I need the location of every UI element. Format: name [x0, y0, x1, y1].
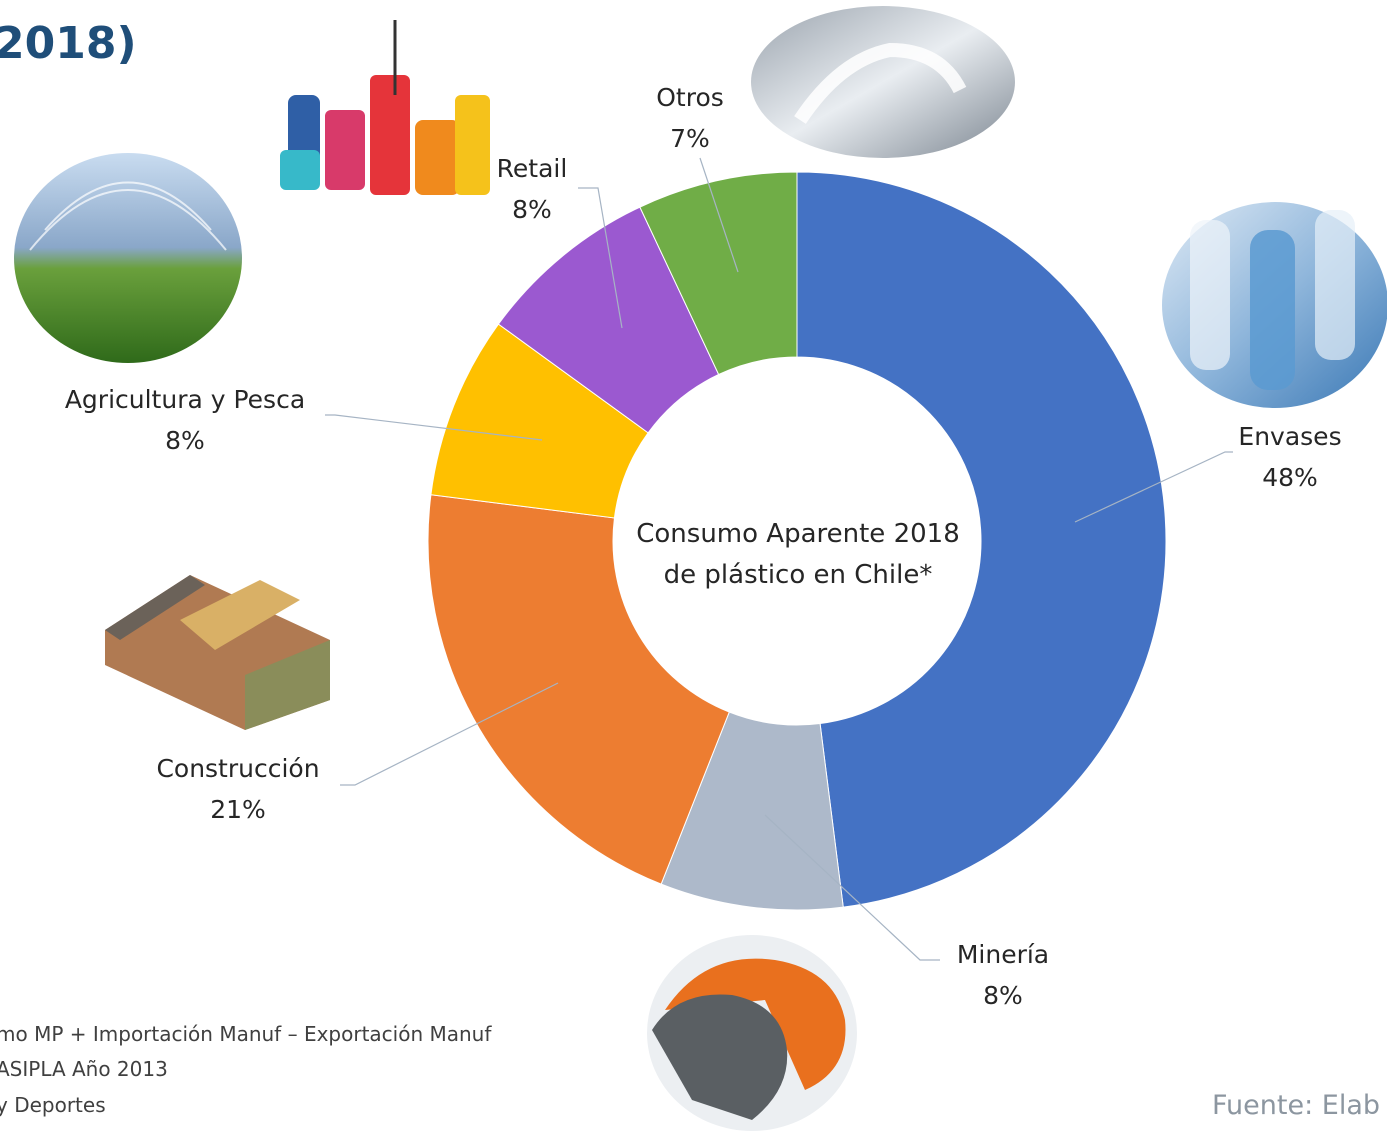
- slice-value-label: 21%: [210, 795, 266, 824]
- leader-lines: [325, 157, 1233, 961]
- center-label-line-2: de plástico en Chile*: [664, 560, 933, 590]
- slice-category-label: Retail: [497, 154, 568, 183]
- leader-line: [340, 682, 559, 786]
- footnote-3: y Deportes: [0, 1093, 106, 1117]
- slice-otros: [639, 171, 798, 376]
- greenhouse-photo: [14, 153, 242, 363]
- leader-line: [764, 814, 940, 961]
- leader-line: [699, 157, 739, 273]
- leader-line: [578, 187, 623, 329]
- slice-value-label: 8%: [512, 195, 552, 224]
- slice-category-label: Agricultura y Pesca: [65, 385, 305, 414]
- footnote-1: mo MP + Importación Manuf – Exportación …: [0, 1022, 492, 1046]
- slice-category-label: Envases: [1238, 422, 1341, 451]
- slice-value-label: 48%: [1262, 463, 1318, 492]
- leader-line: [1074, 451, 1233, 523]
- leader-line: [325, 414, 543, 441]
- source-note: Fuente: Elab: [1212, 1090, 1381, 1121]
- slice-value-label: 8%: [165, 426, 205, 455]
- slice-category-label: Minería: [957, 940, 1049, 969]
- medical-plastics-photo: [751, 6, 1015, 158]
- slice-category-label: Otros: [656, 83, 724, 112]
- footnote-2: ASIPLA Año 2013: [0, 1057, 168, 1081]
- donut-slices: [427, 171, 1167, 911]
- slice-labels: Envases 48% Minería 8% Construcción 21% Agricu…: [65, 83, 1342, 1010]
- slice-value-label: 8%: [983, 981, 1023, 1010]
- plastic-bottles-photo: [1162, 202, 1387, 408]
- slice-construcción: [427, 494, 730, 885]
- center-label-line-1: Consumo Aparente 2018: [636, 519, 960, 549]
- slice-value-label: 7%: [670, 124, 710, 153]
- slice-category-label: Construcción: [156, 754, 319, 783]
- household-plastics-photo: [280, 20, 490, 195]
- page-title: 2018): [0, 18, 137, 69]
- slice-envases: [796, 171, 1167, 908]
- tubing-hose-photo: [647, 935, 857, 1131]
- construction-profiles-photo: [105, 575, 330, 730]
